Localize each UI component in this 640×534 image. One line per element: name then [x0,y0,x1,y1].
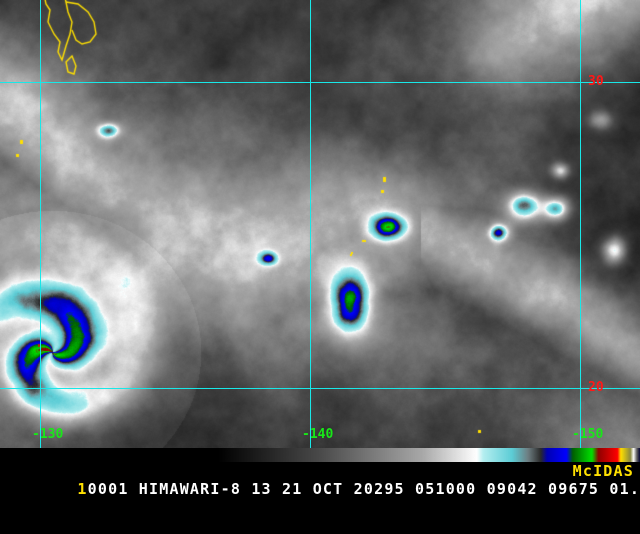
satellite-image-canvas[interactable] [0,0,640,448]
enhancement-color-bar [0,448,640,462]
infrared-imagery [0,0,640,448]
latitude-label: 30 [588,74,604,89]
longitude-label: -150 [572,427,604,442]
longitude-label: -130 [32,427,64,442]
longitude-label: -140 [302,427,334,442]
mcidas-brand-label: McIDAS [572,462,634,480]
latitude-label: 20 [588,380,604,395]
frame-number-label: 1 [77,480,88,498]
caption-text: 0001 HIMAWARI-8 13 21 OCT 20295 051000 0… [87,480,640,498]
color-bar-gradient [0,448,640,462]
mcidas-satellite-viewer: 10001 HIMAWARI-8 13 21 OCT 20295 051000 … [0,0,640,498]
image-caption-bar: 10001 HIMAWARI-8 13 21 OCT 20295 051000 … [0,462,640,498]
